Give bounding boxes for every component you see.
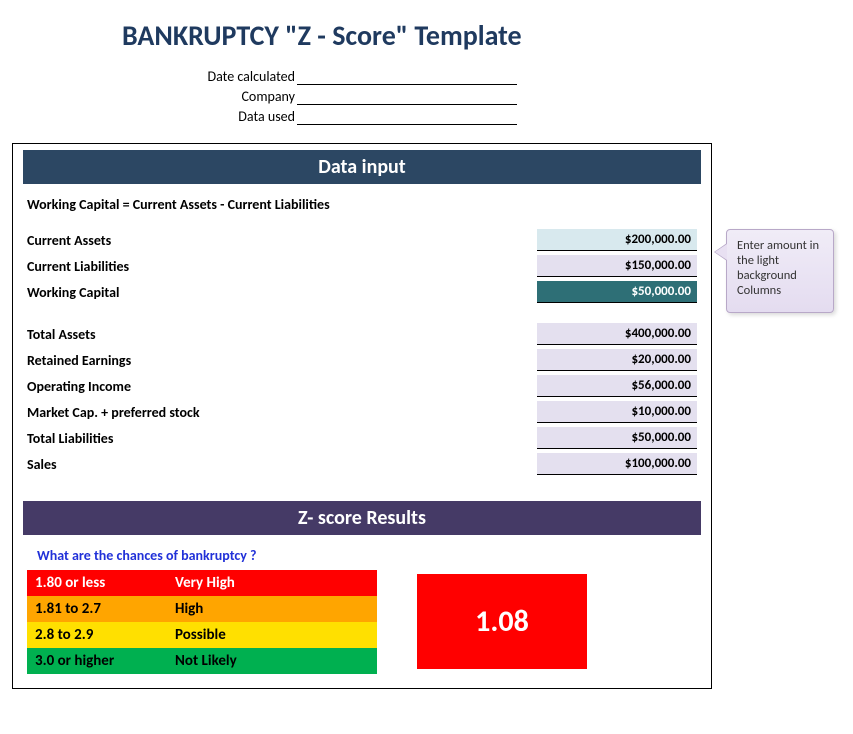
value-current-liabilities[interactable]: $150,000.00 <box>537 255 697 277</box>
value-total-liabilities[interactable]: $50,000.00 <box>537 427 697 449</box>
value-current-assets[interactable]: $200,000.00 <box>537 229 697 251</box>
value-market-cap[interactable]: $10,000.00 <box>537 401 697 423</box>
label-current-assets: Current Assets <box>27 232 537 249</box>
legend-range-2: 2.8 to 2.9 <box>35 626 175 644</box>
formula-note: Working Capital = Current Assets - Curre… <box>27 196 697 213</box>
legend-label-3: Not Likely <box>175 652 369 670</box>
meta-data-field[interactable] <box>297 107 517 125</box>
value-total-assets[interactable]: $400,000.00 <box>537 323 697 345</box>
callout-note: Enter amount in the light background Col… <box>726 229 834 313</box>
legend-range-0: 1.80 or less <box>35 574 175 592</box>
legend-label-1: High <box>175 600 369 618</box>
label-total-liabilities: Total Liabilities <box>27 430 537 447</box>
label-working-capital: Working Capital <box>27 284 537 301</box>
label-current-liabilities: Current Liabilities <box>27 258 537 275</box>
main-panel: Data input Working Capital = Current Ass… <box>12 143 712 689</box>
label-retained-earnings: Retained Earnings <box>27 352 537 369</box>
meta-company-label: Company <box>122 88 297 105</box>
label-sales: Sales <box>27 456 537 473</box>
value-working-capital: $50,000.00 <box>537 281 697 303</box>
legend-label-0: Very High <box>175 574 369 592</box>
results-question: What are the chances of bankruptcy ? <box>37 547 697 564</box>
score-box: 1.08 <box>417 574 587 669</box>
results-header: Z- score Results <box>23 501 701 535</box>
meta-data-label: Data used <box>122 108 297 125</box>
data-input-header: Data input <box>23 150 701 184</box>
label-operating-income: Operating Income <box>27 378 537 395</box>
value-retained-earnings[interactable]: $20,000.00 <box>537 349 697 371</box>
page-title: BANKRUPTCY "Z - Score" Template <box>122 18 841 53</box>
value-sales[interactable]: $100,000.00 <box>537 453 697 475</box>
legend-range-1: 1.81 to 2.7 <box>35 600 175 618</box>
label-market-cap: Market Cap. + preferred stock <box>27 404 537 421</box>
legend-range-3: 3.0 or higher <box>35 652 175 670</box>
legend-label-2: Possible <box>175 626 369 644</box>
value-operating-income[interactable]: $56,000.00 <box>537 375 697 397</box>
meta-date-label: Date calculated <box>122 68 297 85</box>
meta-company-field[interactable] <box>297 87 517 105</box>
meta-block: Date calculated Company Data used <box>122 67 841 125</box>
label-total-assets: Total Assets <box>27 326 537 343</box>
legend-table: 1.80 or less Very High 1.81 to 2.7 High … <box>27 570 377 674</box>
meta-date-field[interactable] <box>297 67 517 85</box>
